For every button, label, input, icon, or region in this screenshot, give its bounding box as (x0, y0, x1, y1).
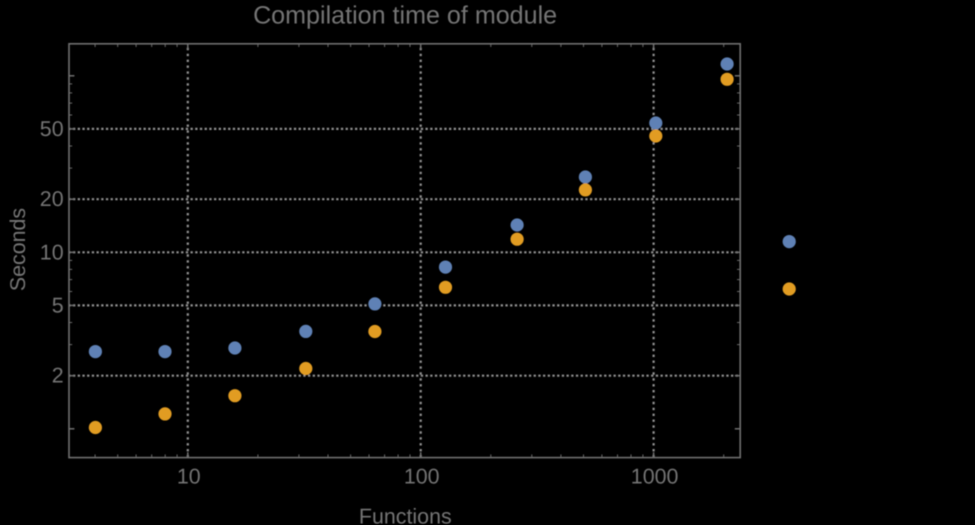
svg-text:5: 5 (52, 293, 64, 317)
svg-text:10: 10 (40, 240, 64, 264)
svg-text:100: 100 (404, 465, 440, 489)
svg-text:2: 2 (52, 364, 64, 388)
svg-text:Compilation time of module: Compilation time of module (253, 2, 557, 30)
svg-text:1000: 1000 (631, 465, 679, 489)
svg-text:10: 10 (177, 465, 201, 489)
svg-text:Functions: Functions (359, 505, 452, 525)
svg-text:50: 50 (40, 117, 64, 141)
svg-text:Seconds: Seconds (6, 208, 30, 291)
svg-text:20: 20 (40, 187, 64, 211)
